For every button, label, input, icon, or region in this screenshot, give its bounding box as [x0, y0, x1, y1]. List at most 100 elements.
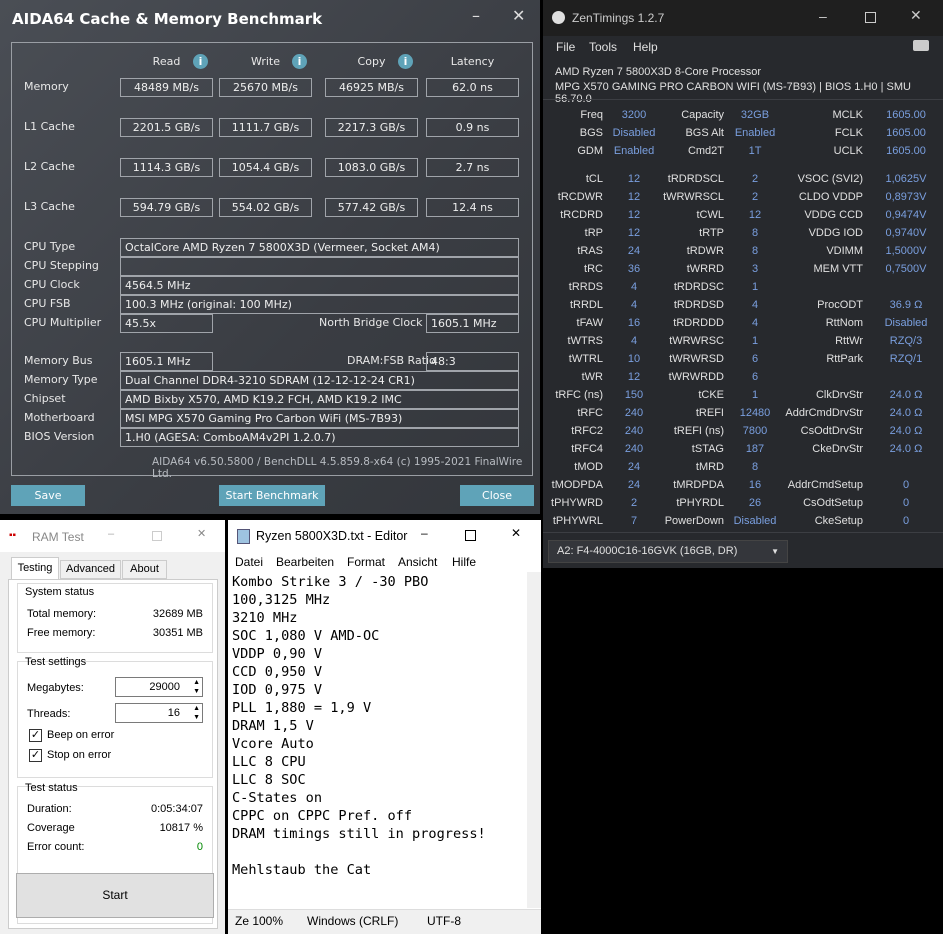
scrollbar[interactable]	[527, 572, 541, 908]
tab-testing[interactable]: Testing	[11, 557, 59, 579]
timing-value: 0	[902, 479, 910, 491]
timing-label: tSTAG	[691, 443, 724, 455]
timing-value: 0,8973V	[885, 191, 927, 203]
timing-value: 3200	[621, 109, 647, 121]
divider	[543, 532, 943, 533]
duration-value: 0:05:34:07	[151, 803, 203, 815]
timing-label: GDM	[577, 145, 603, 157]
timing-value: 8	[751, 227, 759, 239]
minimize-button[interactable]: –	[472, 6, 480, 25]
megabytes-label: Megabytes:	[27, 682, 84, 694]
timing-label: CLDO VDDP	[798, 191, 863, 203]
module-select[interactable]: A2: F4-4000C16-16GVK (16GB, DR) ▼	[548, 540, 788, 563]
mem-type-value: Dual Channel DDR4-3210 SDRAM (12-12-12-2…	[120, 371, 519, 390]
zentimings-window: ZenTimings 1.2.7 – ✕ File Tools Help AMD…	[543, 0, 943, 568]
menu-ansicht[interactable]: Ansicht	[398, 555, 438, 569]
timing-value: 7	[630, 515, 638, 527]
aida64-window: AIDA64 Cache & Memory Benchmark – ✕ Read…	[0, 0, 540, 514]
result-value: 1111.7 GB/s	[219, 118, 312, 137]
menu-datei[interactable]: Datei	[235, 555, 264, 569]
close-icon[interactable]: ✕	[512, 6, 526, 25]
test-status-heading: Test status	[25, 782, 78, 794]
window-title: Ryzen 5800X3D.txt - Editor	[256, 529, 408, 543]
total-memory-value: 32689 MB	[152, 608, 203, 620]
timing-label: AddrCmdSetup	[787, 479, 863, 491]
menu-file[interactable]: File	[556, 40, 576, 54]
chevron-down-icon: ▼	[771, 547, 779, 556]
mobo-value: MSI MPG X570 Gaming Pro Carbon WiFi (MS-…	[120, 409, 519, 428]
timing-value: 7800	[742, 425, 768, 437]
window-title: AIDA64 Cache & Memory Benchmark	[12, 10, 323, 28]
timing-label: tPHYRDL	[676, 497, 724, 509]
timing-value: 0,7500V	[885, 263, 927, 275]
timing-value: 4	[630, 299, 638, 311]
maximize-button[interactable]	[465, 530, 476, 541]
info-icon[interactable]: i	[292, 54, 307, 69]
menu-format[interactable]: Format	[347, 555, 386, 569]
camera-icon[interactable]	[913, 40, 929, 51]
timing-label: tRRDS	[568, 281, 603, 293]
timing-value: 8	[751, 461, 759, 473]
maximize-button[interactable]	[152, 531, 162, 541]
menu-hilfe[interactable]: Hilfe	[452, 555, 477, 569]
info-icon[interactable]: i	[398, 54, 413, 69]
maximize-button[interactable]	[865, 12, 876, 23]
timing-label: tWRWRSCL	[663, 191, 724, 203]
timing-label: PowerDown	[664, 515, 724, 527]
footer-version: AIDA64 v6.50.5800 / BenchDLL 4.5.859.8-x…	[152, 456, 523, 480]
cpu-type-label: CPU Type	[24, 240, 76, 253]
menu-help[interactable]: Help	[633, 40, 658, 54]
chipset-value: AMD Bixby X570, AMD K19.2 FCH, AMD K19.2…	[120, 390, 519, 409]
timing-value: 36	[627, 263, 641, 275]
timing-label: tCWL	[696, 209, 725, 221]
window-title: ZenTimings 1.2.7	[572, 11, 665, 25]
timing-value: RZQ/1	[889, 353, 923, 365]
timing-value: 24.0 Ω	[889, 389, 923, 401]
spinner-arrows-icon[interactable]: ▲ ▼	[193, 679, 200, 695]
timing-value: 0,9474V	[885, 209, 927, 221]
threads-input[interactable]: 16 ▲ ▼	[115, 703, 203, 723]
tab-about[interactable]: About	[122, 560, 167, 579]
minimize-button[interactable]: –	[108, 528, 115, 540]
timing-label: RttPark	[826, 353, 863, 365]
mem-bus-label: Memory Bus	[24, 354, 93, 367]
start-benchmark-button[interactable]: Start Benchmark	[219, 485, 325, 506]
menu-bearbeiten[interactable]: Bearbeiten	[276, 555, 335, 569]
minimize-button[interactable]: –	[421, 526, 428, 540]
title-bar	[0, 520, 225, 552]
line-ending: Windows (CRLF)	[307, 914, 399, 928]
timing-value: 2	[751, 173, 759, 185]
results-panel	[11, 42, 533, 476]
timing-value: 24.0 Ω	[889, 443, 923, 455]
close-button[interactable]: Close	[460, 485, 534, 506]
close-button[interactable]: ✕	[910, 7, 922, 23]
cpu-fsb-label: CPU FSB	[24, 297, 71, 310]
timing-value: 16	[627, 317, 641, 329]
app-icon: ▪▪	[9, 530, 17, 541]
save-button[interactable]: Save	[11, 485, 85, 506]
timing-label: tMRD	[695, 461, 724, 473]
coverage-label: Coverage	[27, 822, 75, 834]
error-count-label: Error count:	[27, 841, 85, 853]
spinner-arrows-icon[interactable]: ▲ ▼	[193, 705, 200, 721]
close-button[interactable]: ✕	[511, 526, 522, 540]
timing-value: 0	[902, 515, 910, 527]
minimize-button[interactable]: –	[819, 8, 827, 24]
timing-label: VDDG CCD	[804, 209, 863, 221]
text-area[interactable]: Kombo Strike 3 / -30 PBO 100,3125 MHz 32…	[232, 574, 486, 878]
megabytes-input[interactable]: 29000 ▲ ▼	[115, 677, 203, 697]
info-icon[interactable]: i	[193, 54, 208, 69]
timing-label: Cmd2T	[687, 145, 724, 157]
tab-advanced[interactable]: Advanced	[60, 560, 121, 579]
close-button[interactable]: ✕	[197, 528, 207, 540]
start-button[interactable]: Start	[16, 873, 214, 918]
timing-label: tREFI	[695, 407, 724, 419]
beep-on-error-label: Beep on error	[47, 729, 115, 741]
menu-tools[interactable]: Tools	[589, 40, 618, 54]
timing-value: 26	[748, 497, 762, 509]
stop-on-error-checkbox[interactable]: ✓	[29, 749, 42, 762]
beep-on-error-checkbox[interactable]: ✓	[29, 729, 42, 742]
timing-value: 12	[627, 227, 641, 239]
ramtest-window: ▪▪ RAM Test – ✕ Testing Advanced About S…	[0, 520, 225, 934]
timing-label: tRFC4	[571, 443, 603, 455]
